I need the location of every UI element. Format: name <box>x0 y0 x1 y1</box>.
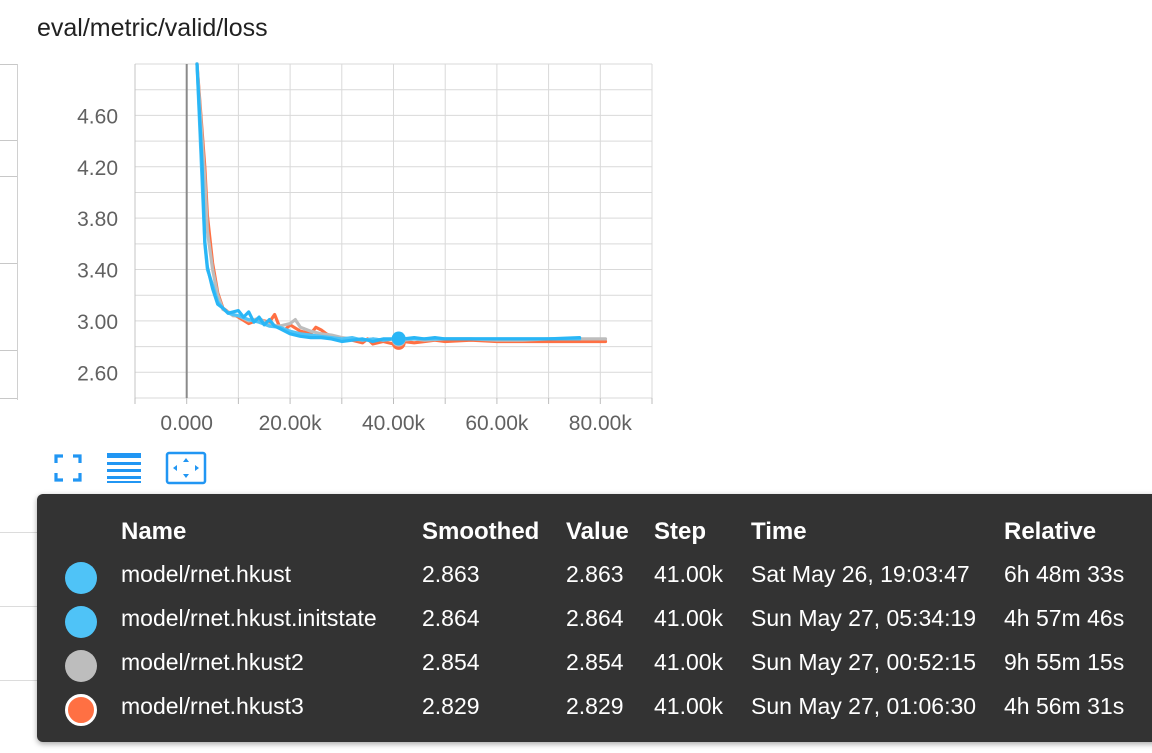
y-tick-label: 4.60 <box>77 105 118 128</box>
y-tick-label: 3.00 <box>77 311 118 334</box>
tooltip-cell-step: 41.00k <box>654 561 724 587</box>
loss-chart[interactable]: 0.000 20.00k 40.00k 60.00k 80.00k 2.60 3.00 3.… <box>0 0 700 440</box>
tooltip-cell-relative: 6h 48m 33s <box>1004 561 1125 587</box>
tooltip-cell-name: model/rnet.hkust.initstate <box>121 605 377 631</box>
header-value: Value <box>566 518 629 545</box>
tooltip-cell-time: Sun May 27, 00:52:15 <box>751 649 977 675</box>
tooltip-cell-smoothed: 2.864 <box>422 605 480 631</box>
tooltip-cell-value: 2.864 <box>566 605 624 631</box>
y-tick-labels: 2.60 3.00 3.40 3.80 4.20 4.60 <box>77 105 118 385</box>
fullscreen-button[interactable] <box>50 450 86 486</box>
x-tick-label: 40.00k <box>362 412 426 435</box>
series-color-dot <box>65 606 97 638</box>
chart-series <box>195 62 608 346</box>
chart-highlights <box>391 331 406 350</box>
tooltip-cell-smoothed: 2.829 <box>422 693 480 719</box>
chart-grid <box>134 63 653 404</box>
tooltip-cell-value: 2.829 <box>566 693 624 719</box>
tooltip-cell-relative: 4h 57m 46s <box>1004 605 1125 631</box>
tooltip-cell-time: Sat May 26, 19:03:47 <box>751 561 970 587</box>
tooltip-cell-step: 41.00k <box>654 649 724 675</box>
x-tick-labels: 0.000 20.00k 40.00k 60.00k 80.00k <box>160 412 632 435</box>
x-tick-label: 60.00k <box>465 412 529 435</box>
fit-domain-button[interactable] <box>165 450 207 486</box>
tooltip-cell-name: model/rnet.hkust3 <box>121 693 304 719</box>
tooltip-cell-smoothed: 2.863 <box>422 561 480 587</box>
tooltip-cell-name: model/rnet.hkust2 <box>121 649 304 675</box>
header-relative: Relative <box>1004 518 1097 545</box>
y-tick-label: 3.80 <box>77 208 118 231</box>
fullscreen-icon <box>54 454 82 482</box>
series-line-model-rnet-hkust-initstate <box>195 62 582 342</box>
header-time: Time <box>751 518 807 545</box>
header-smoothed: Smoothed <box>422 518 540 545</box>
x-tick-label: 20.00k <box>259 412 323 435</box>
series-color-dot <box>65 650 97 682</box>
tooltip-cell-smoothed: 2.854 <box>422 649 480 675</box>
header-name: Name <box>121 518 187 545</box>
x-tick-label: 80.00k <box>569 412 633 435</box>
tooltip-cell-name: model/rnet.hkust <box>121 561 292 587</box>
chart-title: eval/metric/valid/loss <box>37 14 268 42</box>
y-tick-label: 3.40 <box>77 260 118 283</box>
highlight-point-model-rnet-hkust <box>391 331 406 346</box>
tooltip-cell-time: Sun May 27, 01:06:30 <box>751 693 977 719</box>
series-color-dot <box>65 562 97 594</box>
x-tick-label: 0.000 <box>160 412 213 435</box>
series-line-model-rnet-hkust2 <box>195 62 608 342</box>
log-scale-icon <box>107 453 141 483</box>
y-tick-label: 2.60 <box>77 362 118 385</box>
y-tick-label: 4.20 <box>77 157 118 180</box>
header-step: Step <box>654 518 707 545</box>
tooltip-cell-value: 2.854 <box>566 649 624 675</box>
series-line-model-rnet-hkust3 <box>195 62 608 346</box>
fit-domain-icon <box>165 451 207 485</box>
data-tooltip: Name Smoothed Value Step Time Relative m… <box>37 494 1152 742</box>
tooltip-cell-relative: 4h 56m 31s <box>1004 693 1125 719</box>
tooltip-cell-step: 41.00k <box>654 693 724 719</box>
series-color-dot <box>65 694 97 726</box>
tooltip-cell-relative: 9h 55m 15s <box>1004 649 1125 675</box>
tooltip-cell-step: 41.00k <box>654 605 724 631</box>
log-scale-button[interactable] <box>106 450 142 486</box>
series-line-model-rnet-hkust <box>195 62 582 344</box>
tooltip-cell-value: 2.863 <box>566 561 624 587</box>
tooltip-cell-time: Sun May 27, 05:34:19 <box>751 605 977 631</box>
